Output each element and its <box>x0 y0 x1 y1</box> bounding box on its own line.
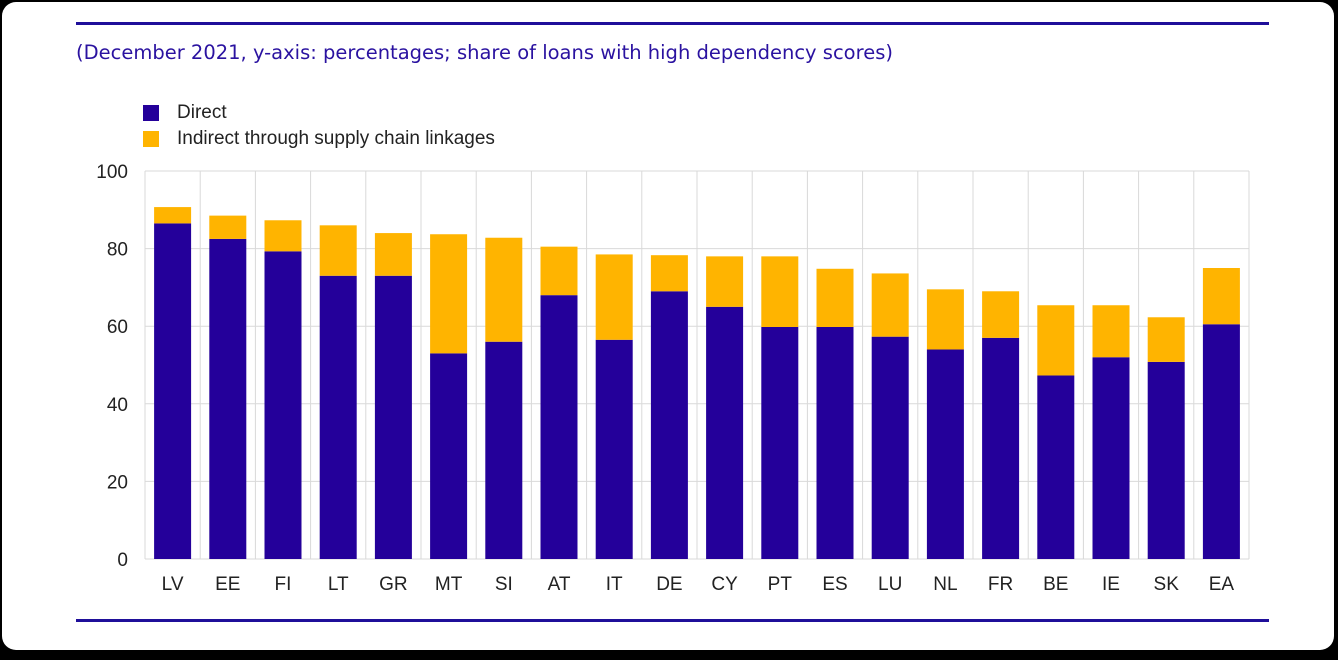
bar-direct <box>209 238 247 559</box>
bar-indirect <box>430 234 468 354</box>
bar-indirect <box>374 233 412 276</box>
bar-direct <box>540 295 578 559</box>
legend-item-direct: Direct <box>143 100 495 126</box>
legend-label-indirect: Indirect through supply chain linkages <box>177 128 495 149</box>
bar-direct <box>319 275 357 559</box>
bar-indirect <box>706 256 744 307</box>
y-tick-label: 20 <box>107 472 128 493</box>
bar-direct <box>154 223 192 559</box>
bar-indirect <box>319 225 357 276</box>
bar-indirect <box>761 256 799 327</box>
bar-indirect <box>926 289 964 350</box>
legend-item-indirect: Indirect through supply chain linkages <box>143 126 495 152</box>
legend-swatch-indirect <box>143 131 159 147</box>
x-tick-label: SK <box>1154 574 1180 595</box>
bar-indirect <box>816 268 854 327</box>
x-tick-label: MT <box>435 574 463 595</box>
bar-direct <box>650 291 688 559</box>
bar-direct <box>264 251 302 560</box>
x-tick-label: ES <box>822 574 847 595</box>
x-tick-label: NL <box>933 574 957 595</box>
x-tick-label: BE <box>1043 574 1068 595</box>
bar-indirect <box>1147 317 1185 362</box>
y-tick-label: 0 <box>117 550 128 571</box>
x-tick-label: AT <box>548 574 571 595</box>
chart-subtitle: (December 2021, y-axis: percentages; sha… <box>76 41 893 64</box>
bar-direct <box>816 326 854 559</box>
bar-indirect <box>871 273 909 337</box>
x-tick-label: SI <box>495 574 513 595</box>
y-tick-label: 100 <box>96 162 128 183</box>
x-tick-label: CY <box>711 574 738 595</box>
bar-indirect <box>485 237 523 342</box>
y-tick-label: 40 <box>107 395 128 416</box>
bar-direct <box>430 353 468 559</box>
x-tick-label: EE <box>215 574 240 595</box>
x-tick-label: LV <box>162 574 184 595</box>
bar-direct <box>1147 361 1185 559</box>
x-tick-label: IE <box>1102 574 1120 595</box>
bar-direct <box>926 349 964 559</box>
bar-direct <box>871 336 909 559</box>
y-tick-label: 80 <box>107 240 128 261</box>
bar-direct <box>485 341 523 559</box>
x-tick-label: LU <box>878 574 902 595</box>
bar-indirect <box>1092 305 1130 358</box>
x-tick-label: IT <box>606 574 623 595</box>
bar-direct <box>1037 375 1075 559</box>
bar-direct <box>595 339 633 559</box>
bar-indirect <box>1037 305 1075 376</box>
bar-direct <box>706 306 744 559</box>
x-tick-label: LT <box>328 574 349 595</box>
x-tick-label: FR <box>988 574 1013 595</box>
bar-direct <box>1092 357 1130 559</box>
bar-indirect <box>1202 268 1240 325</box>
bottom-rule <box>76 619 1269 622</box>
bar-indirect <box>154 207 192 224</box>
legend: Direct Indirect through supply chain lin… <box>143 100 495 152</box>
bar-indirect <box>982 291 1020 338</box>
legend-swatch-direct <box>143 105 159 121</box>
bar-direct <box>374 275 412 559</box>
bar-indirect <box>540 246 578 296</box>
bar-indirect <box>650 255 688 292</box>
bar-direct <box>761 326 799 559</box>
bar-indirect <box>595 254 633 340</box>
x-tick-label: FI <box>275 574 292 595</box>
bar-indirect <box>209 215 247 239</box>
y-tick-label: 60 <box>107 317 128 338</box>
x-tick-label: EA <box>1209 574 1235 595</box>
x-tick-label: GR <box>379 574 408 595</box>
bar-direct <box>982 337 1020 559</box>
legend-label-direct: Direct <box>177 102 227 123</box>
x-tick-label: DE <box>656 574 682 595</box>
bar-indirect <box>264 220 302 252</box>
top-rule <box>76 22 1269 25</box>
bar-direct <box>1202 324 1240 559</box>
x-tick-label: PT <box>768 574 793 595</box>
